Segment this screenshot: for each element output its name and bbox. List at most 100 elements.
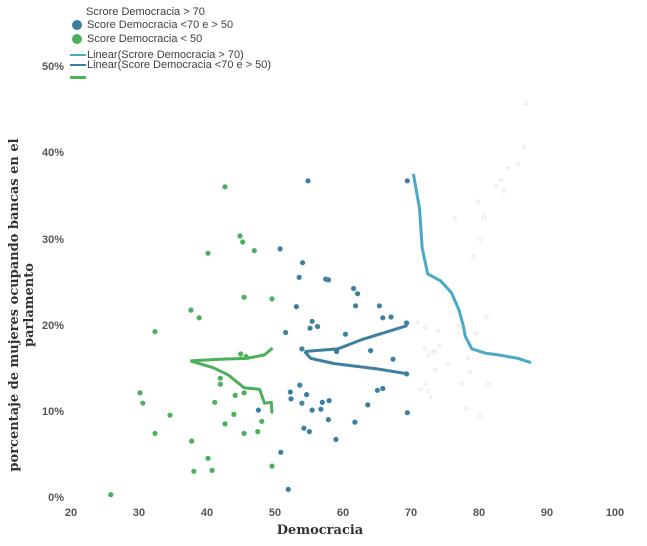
trend-line bbox=[303, 350, 409, 376]
data-point bbox=[486, 382, 491, 387]
data-point bbox=[446, 361, 451, 366]
data-point bbox=[465, 356, 470, 361]
data-point bbox=[482, 215, 487, 219]
data-point bbox=[222, 421, 228, 427]
blue-dot-icon bbox=[72, 20, 82, 30]
y-tick: 50% bbox=[41, 61, 64, 73]
data-point bbox=[415, 320, 420, 325]
data-point bbox=[108, 492, 114, 498]
green-dot-icon bbox=[72, 34, 82, 44]
x-tick: 50 bbox=[268, 507, 282, 519]
y-tick: 0% bbox=[48, 492, 64, 504]
data-point bbox=[255, 407, 261, 413]
data-point bbox=[425, 389, 430, 394]
data-point bbox=[456, 323, 461, 328]
data-point bbox=[493, 184, 498, 188]
data-point bbox=[499, 177, 504, 182]
data-point bbox=[293, 304, 299, 310]
data-point bbox=[355, 291, 361, 297]
legend-item-linear-50-70: Linear(Score Democracia <70 e > 50) bbox=[70, 59, 271, 71]
data-point bbox=[319, 399, 325, 405]
data-point bbox=[388, 314, 394, 320]
data-point bbox=[365, 402, 371, 408]
legend-item-score-lt-50: Score Democracia < 50 bbox=[72, 33, 202, 45]
data-point bbox=[376, 303, 382, 309]
data-point bbox=[309, 407, 315, 413]
data-point bbox=[222, 184, 228, 190]
x-tick: 30 bbox=[132, 507, 146, 519]
data-point bbox=[404, 320, 410, 326]
data-point bbox=[191, 468, 197, 474]
data-point bbox=[188, 307, 194, 313]
data-point bbox=[484, 315, 489, 319]
data-point bbox=[285, 486, 291, 492]
data-point bbox=[326, 398, 332, 404]
data-point bbox=[428, 395, 433, 400]
data-point bbox=[342, 331, 348, 337]
data-point bbox=[471, 254, 476, 259]
legend-item-score-50-70: Score Democracia <70 e > 50 bbox=[72, 19, 233, 31]
y-tick: 10% bbox=[41, 406, 64, 418]
legend-label: Scrore Democracia > 70 bbox=[86, 6, 205, 18]
data-point bbox=[205, 455, 211, 461]
x-tick: 20 bbox=[64, 507, 78, 519]
data-point bbox=[217, 375, 223, 381]
data-point bbox=[459, 381, 464, 386]
data-point bbox=[352, 419, 358, 425]
data-point bbox=[240, 239, 246, 245]
data-point bbox=[423, 346, 427, 351]
data-point bbox=[152, 329, 158, 335]
legend-item-score-gt-70: Scrore Democracia > 70 bbox=[86, 6, 205, 18]
data-point bbox=[278, 449, 284, 455]
data-point bbox=[209, 467, 215, 473]
data-point bbox=[404, 178, 410, 184]
data-point bbox=[464, 406, 469, 411]
data-point bbox=[467, 370, 472, 375]
trend-line bbox=[411, 173, 532, 365]
data-point bbox=[287, 389, 293, 395]
data-point bbox=[452, 216, 457, 221]
data-point bbox=[351, 285, 357, 292]
data-point bbox=[325, 417, 331, 423]
data-point bbox=[196, 315, 202, 321]
data-point bbox=[212, 399, 218, 405]
data-point bbox=[522, 145, 527, 150]
data-point bbox=[241, 390, 247, 396]
data-point bbox=[140, 400, 146, 406]
data-point bbox=[476, 199, 480, 204]
legend-label: Score Democracia < 50 bbox=[87, 33, 203, 45]
x-tick: 60 bbox=[336, 507, 350, 519]
y-tick: 20% bbox=[41, 320, 64, 332]
data-point bbox=[516, 162, 520, 167]
data-point bbox=[307, 325, 313, 331]
data-point bbox=[478, 414, 482, 419]
data-point bbox=[426, 352, 431, 357]
data-point bbox=[152, 430, 158, 436]
data-point bbox=[299, 400, 305, 406]
data-point bbox=[243, 354, 249, 360]
data-point bbox=[523, 101, 528, 106]
x-tick: 90 bbox=[540, 507, 554, 519]
data-point bbox=[217, 381, 223, 387]
data-point bbox=[501, 189, 506, 194]
trend-line bbox=[304, 324, 408, 353]
light-blue-line-icon bbox=[70, 54, 86, 56]
data-point bbox=[353, 303, 359, 309]
data-point bbox=[269, 296, 275, 302]
x-tick: 70 bbox=[404, 507, 418, 519]
data-point bbox=[301, 425, 307, 431]
data-point bbox=[368, 348, 374, 354]
data-point bbox=[433, 367, 438, 372]
data-point bbox=[404, 371, 410, 377]
green-line-icon bbox=[70, 76, 86, 79]
data-point bbox=[269, 463, 275, 469]
data-point bbox=[435, 328, 440, 333]
data-point bbox=[305, 178, 311, 184]
legend-label: Linear(Score Democracia <70 e > 50) bbox=[87, 59, 272, 71]
y-tick: 40% bbox=[41, 147, 64, 159]
y-tick: 30% bbox=[41, 234, 64, 246]
data-point bbox=[418, 387, 423, 392]
data-point bbox=[297, 382, 303, 388]
data-point bbox=[277, 246, 283, 252]
